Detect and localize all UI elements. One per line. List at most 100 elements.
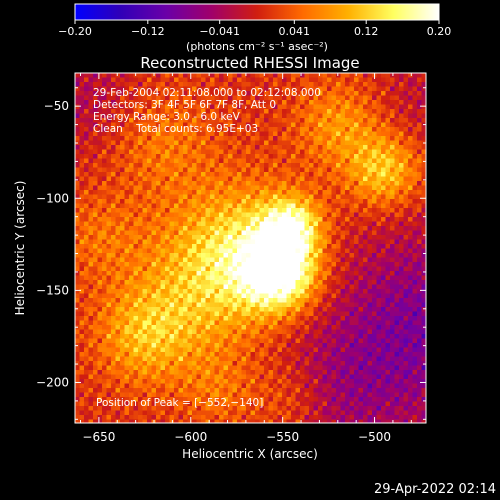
heatmap-cell	[169, 190, 175, 196]
heatmap-cell	[327, 91, 333, 97]
heatmap-cell	[354, 316, 360, 322]
heatmap-cell	[367, 338, 373, 344]
heatmap-cell	[421, 136, 426, 142]
heatmap-cell	[106, 298, 112, 304]
heatmap-cell	[358, 131, 364, 137]
heatmap-cell	[219, 226, 225, 232]
heatmap-cell	[210, 338, 216, 344]
heatmap-cell	[192, 289, 198, 295]
heatmap-cell	[286, 181, 292, 187]
heatmap-cell	[151, 82, 157, 88]
heatmap-cell	[178, 100, 184, 106]
heatmap-cell	[115, 77, 121, 83]
heatmap-cell	[318, 239, 324, 245]
heatmap-cell	[304, 329, 310, 335]
heatmap-cell	[102, 100, 108, 106]
heatmap-cell	[79, 118, 85, 124]
heatmap-cell	[372, 113, 378, 119]
heatmap-cell	[228, 86, 234, 92]
heatmap-cell	[399, 176, 405, 182]
heatmap-cell	[75, 289, 81, 295]
heatmap-cell	[237, 293, 243, 299]
heatmap-cell	[115, 284, 121, 290]
heatmap-cell	[232, 284, 238, 290]
heatmap-cell	[88, 122, 94, 128]
heatmap-cell	[79, 356, 85, 362]
heatmap-cell	[84, 208, 90, 214]
heatmap-cell	[151, 109, 157, 115]
heatmap-cell	[291, 163, 297, 169]
heatmap-cell	[219, 167, 225, 173]
heatmap-cell	[304, 275, 310, 281]
heatmap-cell	[241, 356, 247, 362]
heatmap-cell	[183, 145, 189, 151]
heatmap-cell	[408, 140, 414, 146]
heatmap-cell	[417, 221, 423, 227]
heatmap-cell	[156, 266, 162, 272]
heatmap-cell	[241, 284, 247, 290]
heatmap-cell	[282, 172, 288, 178]
heatmap-cell	[169, 271, 175, 277]
heatmap-cell	[363, 302, 369, 308]
heatmap-cell	[358, 185, 364, 191]
heatmap-cell	[385, 190, 391, 196]
heatmap-cell	[394, 190, 400, 196]
heatmap-cell	[394, 73, 400, 79]
heatmap-cell	[309, 109, 315, 115]
heatmap-cell	[129, 248, 135, 254]
heatmap-cell	[133, 271, 139, 277]
heatmap-cell	[228, 311, 234, 317]
heatmap-cell	[241, 140, 247, 146]
heatmap-cell	[381, 320, 387, 326]
heatmap-cell	[403, 181, 409, 187]
heatmap-cell	[160, 338, 166, 344]
heatmap-cell	[205, 298, 211, 304]
heatmap-cell	[169, 235, 175, 241]
heatmap-cell	[156, 293, 162, 299]
heatmap-cell	[309, 289, 315, 295]
heatmap-cell	[138, 334, 144, 340]
heatmap-cell	[183, 316, 189, 322]
heatmap-cell	[237, 163, 243, 169]
heatmap-cell	[219, 118, 225, 124]
heatmap-cell	[111, 167, 117, 173]
heatmap-cell	[210, 298, 216, 304]
heatmap-cell	[84, 149, 90, 155]
heatmap-cell	[133, 338, 139, 344]
heatmap-cell	[75, 91, 81, 97]
heatmap-cell	[403, 275, 409, 281]
heatmap-cell	[385, 199, 391, 205]
heatmap-cell	[201, 347, 207, 353]
heatmap-cell	[327, 230, 333, 236]
heatmap-cell	[201, 320, 207, 326]
heatmap-cell	[394, 244, 400, 250]
heatmap-cell	[277, 158, 283, 164]
heatmap-cell	[408, 91, 414, 97]
heatmap-cell	[228, 172, 234, 178]
heatmap-cell	[214, 226, 220, 232]
heatmap-cell	[84, 100, 90, 106]
heatmap-cell	[241, 248, 247, 254]
heatmap-cell	[255, 154, 261, 160]
heatmap-cell	[111, 181, 117, 187]
heatmap-cell	[273, 271, 279, 277]
heatmap-cell	[345, 212, 351, 218]
heatmap-cell	[201, 172, 207, 178]
heatmap-cell	[309, 172, 315, 178]
heatmap-cell	[156, 316, 162, 322]
heatmap-cell	[417, 131, 423, 137]
heatmap-cell	[304, 208, 310, 214]
heatmap-cell	[255, 289, 261, 295]
heatmap-cell	[354, 181, 360, 187]
heatmap-cell	[282, 266, 288, 272]
heatmap-cell	[210, 208, 216, 214]
heatmap-cell	[120, 176, 126, 182]
heatmap-cell	[223, 275, 229, 281]
heatmap-cell	[84, 262, 90, 268]
heatmap-cell	[331, 91, 337, 97]
heatmap-cell	[327, 226, 333, 232]
heatmap-cell	[349, 311, 355, 317]
heatmap-cell	[403, 343, 409, 349]
heatmap-cell	[259, 334, 265, 340]
heatmap-cell	[219, 280, 225, 286]
